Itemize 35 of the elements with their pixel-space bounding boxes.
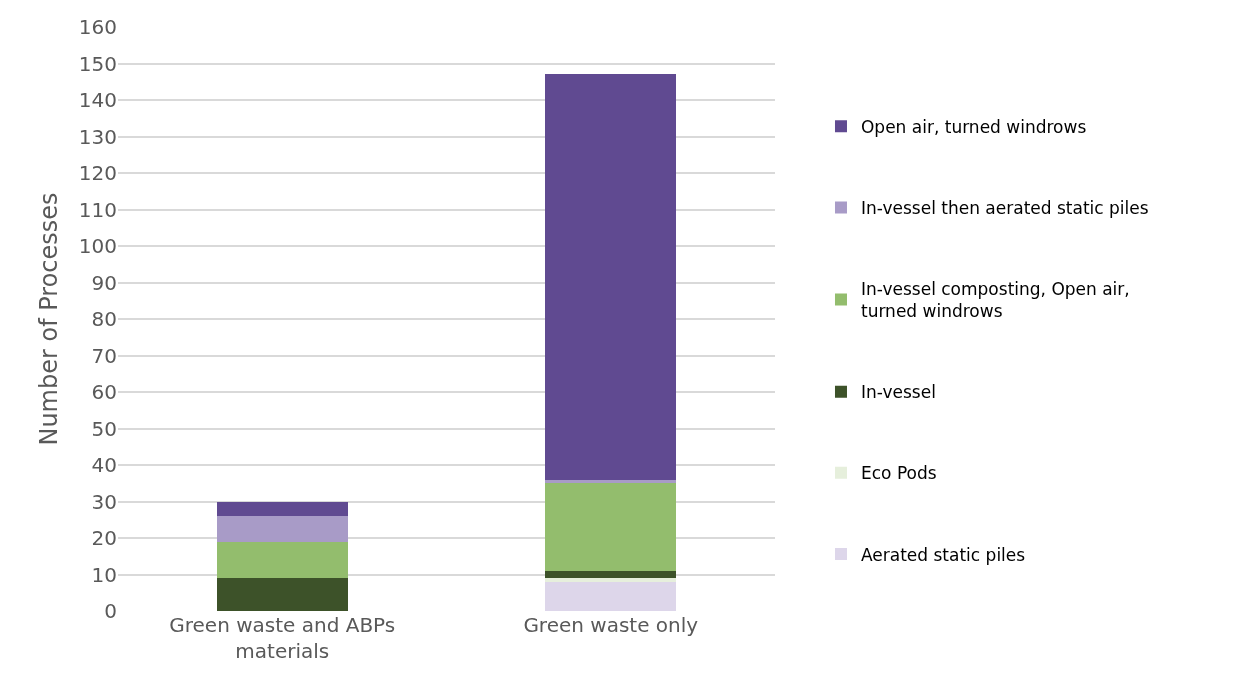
- bar: [216, 501, 348, 517]
- y-axis-title: Number of Processes: [34, 192, 63, 446]
- x-tick-label: Green waste only: [523, 613, 699, 637]
- bar: [545, 483, 677, 571]
- y-tick-label: 30: [91, 489, 117, 514]
- bar: [545, 581, 677, 611]
- y-tick-label: 0: [104, 599, 117, 623]
- bar: [216, 578, 348, 611]
- bar: [216, 541, 348, 579]
- y-tick-label: 10: [91, 562, 117, 587]
- y-tick-label: 60: [91, 380, 117, 404]
- y-tick-label: 20: [91, 526, 117, 550]
- y-tick-label: 70: [91, 343, 117, 368]
- legend-label: In-vessel then aerated static piles: [860, 198, 1149, 219]
- y-tick-label: 40: [91, 453, 117, 477]
- legend-label: In-vessel composting, Open air, turned windrows: [860, 279, 1130, 322]
- x-tick-label: Green waste and ABPs materials: [169, 613, 396, 663]
- y-tick-label: 130: [78, 124, 117, 149]
- bar: [545, 570, 677, 579]
- y-tick-label: 160: [78, 15, 117, 39]
- legend-label: Aerated static piles: [860, 544, 1026, 565]
- legend-label: Eco Pods: [860, 463, 937, 484]
- bar: [545, 74, 677, 480]
- y-tick-label: 90: [91, 270, 117, 295]
- y-tick-label: 110: [78, 197, 117, 222]
- y-tick-label: 150: [78, 51, 117, 76]
- y-tick-label: 50: [91, 416, 117, 441]
- legend-label: In-vessel: [860, 382, 936, 403]
- legend-label: Open air, turned windrows: [860, 116, 1087, 137]
- y-tick-label: 80: [91, 307, 117, 331]
- y-tick-label: 100: [78, 234, 117, 258]
- y-tick-label: 120: [78, 161, 117, 185]
- bar: [216, 516, 348, 542]
- bar: [545, 578, 677, 582]
- y-tick-label: 140: [78, 88, 117, 112]
